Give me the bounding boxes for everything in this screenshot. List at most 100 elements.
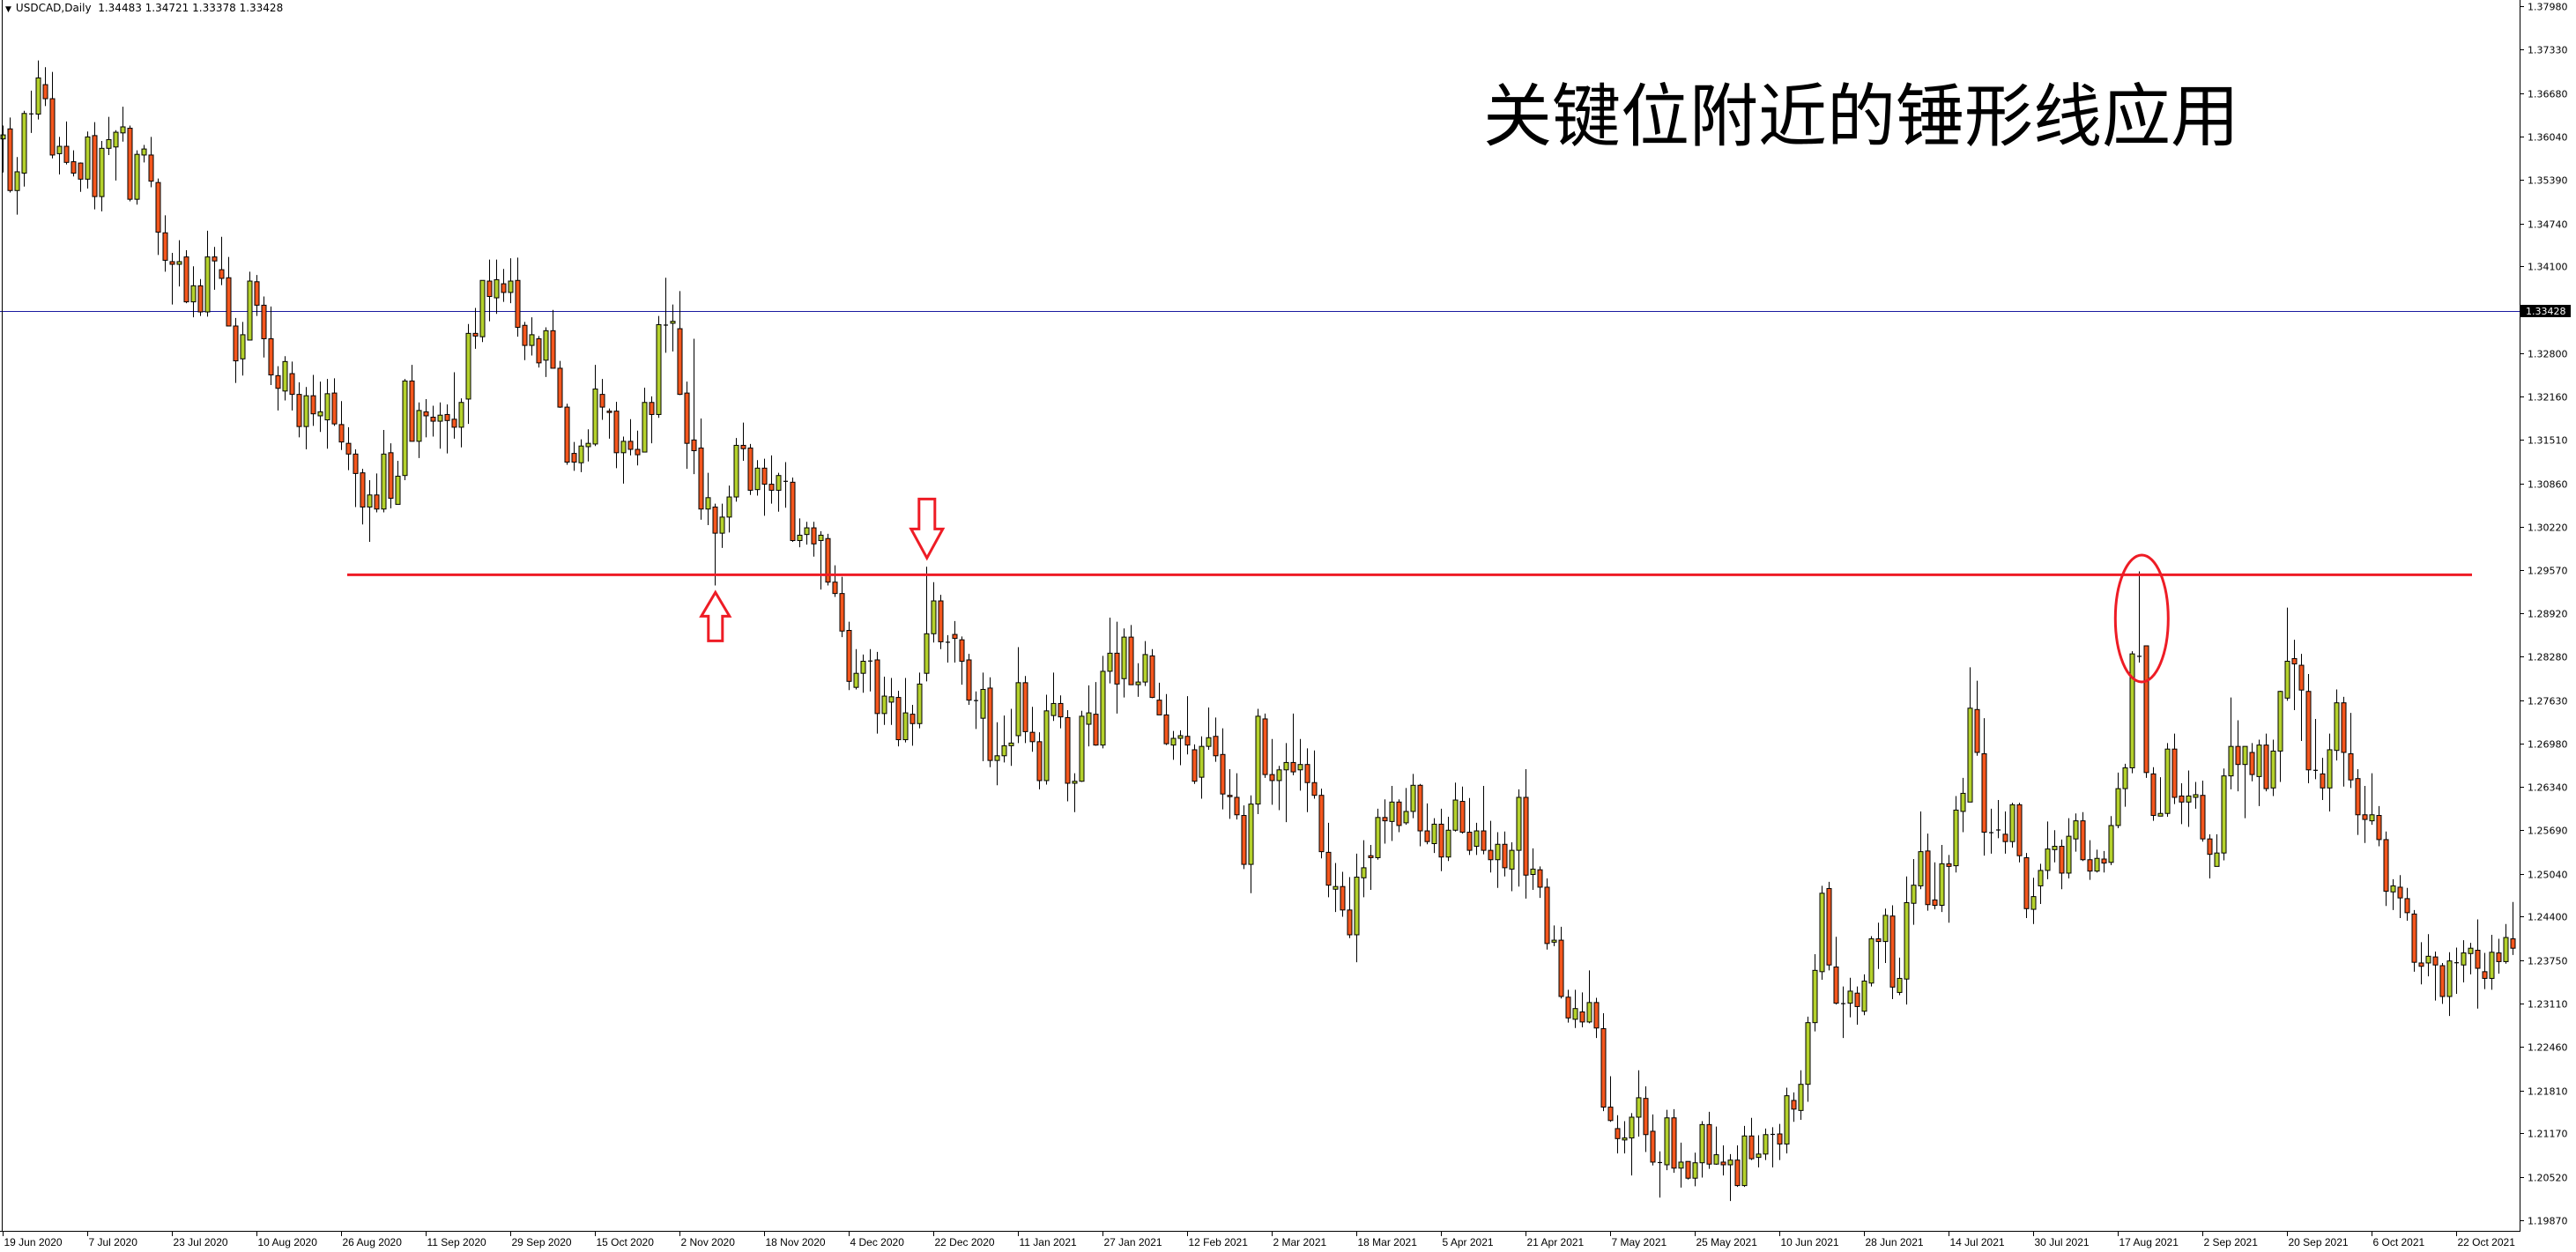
annotations-layer <box>347 497 2472 684</box>
candle <box>712 503 718 586</box>
candle <box>1551 925 1557 946</box>
candle <box>1431 818 1437 854</box>
candle <box>1875 922 1882 969</box>
candle-body-bull <box>1741 1135 1748 1187</box>
candle-body-bear <box>1685 1160 1691 1179</box>
candle <box>1523 769 1529 899</box>
candle <box>2432 952 2439 1001</box>
candle-body-bear <box>1347 909 1353 936</box>
candle-body-bull <box>1664 1117 1670 1166</box>
candle-body-bull <box>2256 745 2262 777</box>
candle <box>113 130 119 181</box>
candle-body-bear <box>712 506 718 534</box>
candle <box>1474 822 1480 856</box>
candle <box>2263 733 2269 792</box>
candle-body-bear <box>1128 636 1134 685</box>
candle-body-bear <box>1720 1161 1726 1166</box>
candle <box>479 279 486 343</box>
candle <box>1741 1125 1748 1188</box>
candle <box>1819 885 1825 980</box>
candle-body-bear <box>2411 913 2417 963</box>
candle-body-bull <box>2461 952 2467 966</box>
candle-body-bear <box>761 467 768 485</box>
candle-body-bull <box>1206 737 1212 747</box>
candle-body-bear <box>1537 869 1543 888</box>
candle <box>1375 808 1381 860</box>
candle <box>2411 909 2417 972</box>
candle <box>324 379 330 449</box>
candle-body-bear <box>2016 804 2023 856</box>
candle-body-bear <box>1791 1100 1797 1110</box>
candle-body-bull <box>1354 877 1360 936</box>
candle-body-bull <box>1727 1159 1733 1166</box>
candle <box>1466 797 1473 856</box>
candle-body-bear <box>1558 939 1564 997</box>
candle <box>494 259 500 315</box>
candle <box>2390 878 2396 910</box>
candle-body-bear <box>2320 773 2326 789</box>
candle <box>2030 878 2037 924</box>
candle-body-bear <box>2348 753 2354 781</box>
symbol-timeframe: USDCAD,Daily <box>15 2 92 14</box>
candle-body-bear <box>1149 655 1155 699</box>
candle <box>1297 738 1303 791</box>
candle-body-bear <box>2298 664 2305 691</box>
candle-body-bear <box>1925 850 1931 906</box>
candle <box>409 365 415 442</box>
candle-body-bull <box>917 683 923 724</box>
candle-body-bull <box>1248 804 1254 865</box>
candle-body-bear <box>649 402 655 415</box>
candle <box>1791 1092 1797 1122</box>
candle <box>585 429 591 462</box>
candle <box>388 443 394 508</box>
candle-body-bear <box>1227 795 1233 797</box>
candle <box>790 477 796 543</box>
candle-body-bear <box>677 328 683 396</box>
candle-body-bear <box>78 162 84 180</box>
candle <box>1262 713 1268 778</box>
candle <box>275 366 281 411</box>
candle-body-bear <box>1875 938 1882 943</box>
candle <box>768 455 775 504</box>
triangle-down-icon[interactable]: ▼ <box>5 5 11 14</box>
candle-body-bear <box>71 161 77 174</box>
candle-body-bear <box>938 600 944 642</box>
candle <box>1989 808 1993 854</box>
candle <box>381 429 387 513</box>
candle <box>670 304 676 352</box>
candle <box>1763 1128 1769 1160</box>
candle <box>1664 1109 1670 1171</box>
candle-body-bull <box>656 323 662 415</box>
candle <box>42 67 48 107</box>
price-tick-label: 1.22460 <box>2528 1042 2568 1054</box>
candle <box>155 178 161 256</box>
candle-body-bull <box>1530 868 1536 875</box>
candle-body-bull <box>2284 660 2290 699</box>
candle <box>888 678 895 725</box>
candle <box>1841 986 1845 1039</box>
candle-body-bull <box>1255 715 1261 805</box>
candle-body-bull <box>726 496 732 518</box>
candle-body-bull <box>1170 737 1177 746</box>
candle-body-bear <box>183 256 189 303</box>
candle <box>2157 777 2164 817</box>
candle-body-bull <box>2186 795 2192 803</box>
candle-body-bull <box>1882 915 1889 943</box>
candle-body-bear <box>1481 830 1487 851</box>
candle-body-bear <box>1036 741 1043 782</box>
candle-body-bear <box>212 256 218 262</box>
candle <box>1389 786 1395 841</box>
candle-body-bear <box>2080 820 2086 861</box>
candle <box>2468 943 2474 974</box>
candle <box>664 278 668 353</box>
time-tick-label: 15 Oct 2020 <box>597 1236 655 1248</box>
candle-body-bear <box>155 182 161 233</box>
candle-body-bear <box>1579 1011 1585 1023</box>
candle <box>1748 1117 1755 1160</box>
candle-body-bull <box>620 441 627 454</box>
candle <box>620 436 627 484</box>
candle-body-bull <box>1199 745 1205 778</box>
candle <box>522 322 528 360</box>
candle-body-bear <box>2179 795 2185 803</box>
candle-body-bull <box>2369 814 2375 822</box>
